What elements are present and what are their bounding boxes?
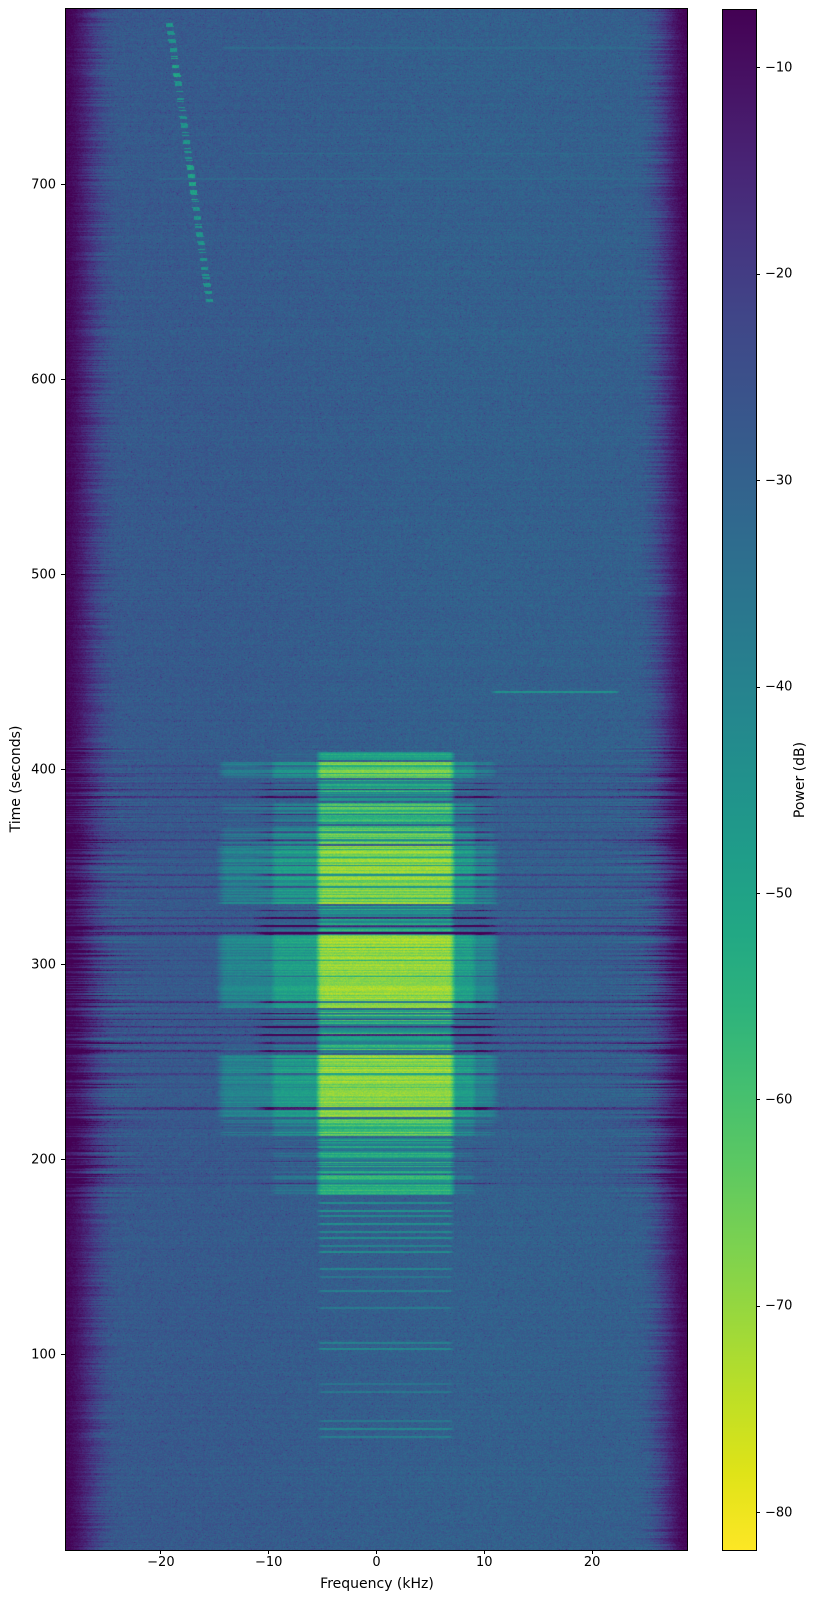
plot-area — [65, 8, 688, 1551]
x-tick-label: 0 — [372, 1555, 381, 1570]
y-tick-mark — [61, 769, 65, 771]
colorbar-tick-mark — [756, 686, 760, 688]
colorbar — [722, 9, 757, 1551]
y-axis-label: Time (seconds) — [8, 725, 24, 833]
y-tick-mark — [61, 184, 65, 186]
y-tick-label: 100 — [31, 1347, 56, 1363]
x-tick-mark — [268, 1550, 270, 1554]
x-axis-label: Frequency (kHz) — [320, 1576, 434, 1592]
colorbar-tick-label: −50 — [765, 886, 793, 902]
colorbar-tick-mark — [756, 893, 760, 895]
y-tick-mark — [61, 1159, 65, 1161]
x-tick-mark — [483, 1550, 485, 1554]
x-tick-label: −20 — [147, 1555, 175, 1570]
colorbar-tick-label: −70 — [765, 1298, 793, 1314]
colorbar-label: Power (dB) — [792, 741, 808, 819]
y-tick-label: 400 — [31, 762, 56, 778]
y-tick-mark — [61, 379, 65, 381]
y-tick-label: 300 — [31, 957, 56, 973]
colorbar-tick-label: −20 — [765, 266, 793, 282]
colorbar-tick-mark — [756, 480, 760, 482]
x-tick-label: 20 — [583, 1555, 601, 1570]
y-tick-label: 200 — [31, 1152, 56, 1168]
y-tick-mark — [61, 574, 65, 576]
x-tick-mark — [376, 1550, 377, 1554]
y-tick-label: 500 — [31, 567, 56, 583]
colorbar-gradient — [723, 10, 756, 1550]
x-tick-mark — [591, 1550, 593, 1554]
x-tick-label: 10 — [476, 1555, 493, 1570]
colorbar-tick-mark — [756, 1099, 760, 1101]
y-tick-mark — [61, 964, 65, 966]
colorbar-tick-label: −40 — [765, 679, 793, 695]
colorbar-tick-label: −10 — [765, 60, 793, 76]
y-tick-label: 700 — [31, 177, 56, 193]
colorbar-tick-label: −60 — [765, 1092, 793, 1108]
x-tick-mark — [160, 1550, 162, 1554]
colorbar-tick-mark — [756, 1305, 760, 1307]
colorbar-tick-mark — [756, 1512, 760, 1514]
y-tick-label: 600 — [31, 372, 56, 388]
colorbar-tick-mark — [756, 67, 760, 69]
colorbar-tick-label: −30 — [765, 473, 793, 489]
colorbar-tick-label: −80 — [765, 1505, 793, 1521]
y-tick-mark — [61, 1354, 65, 1356]
colorbar-tick-mark — [756, 273, 760, 275]
x-tick-label: −10 — [254, 1555, 283, 1570]
spectrogram-heatmap — [66, 9, 687, 1550]
